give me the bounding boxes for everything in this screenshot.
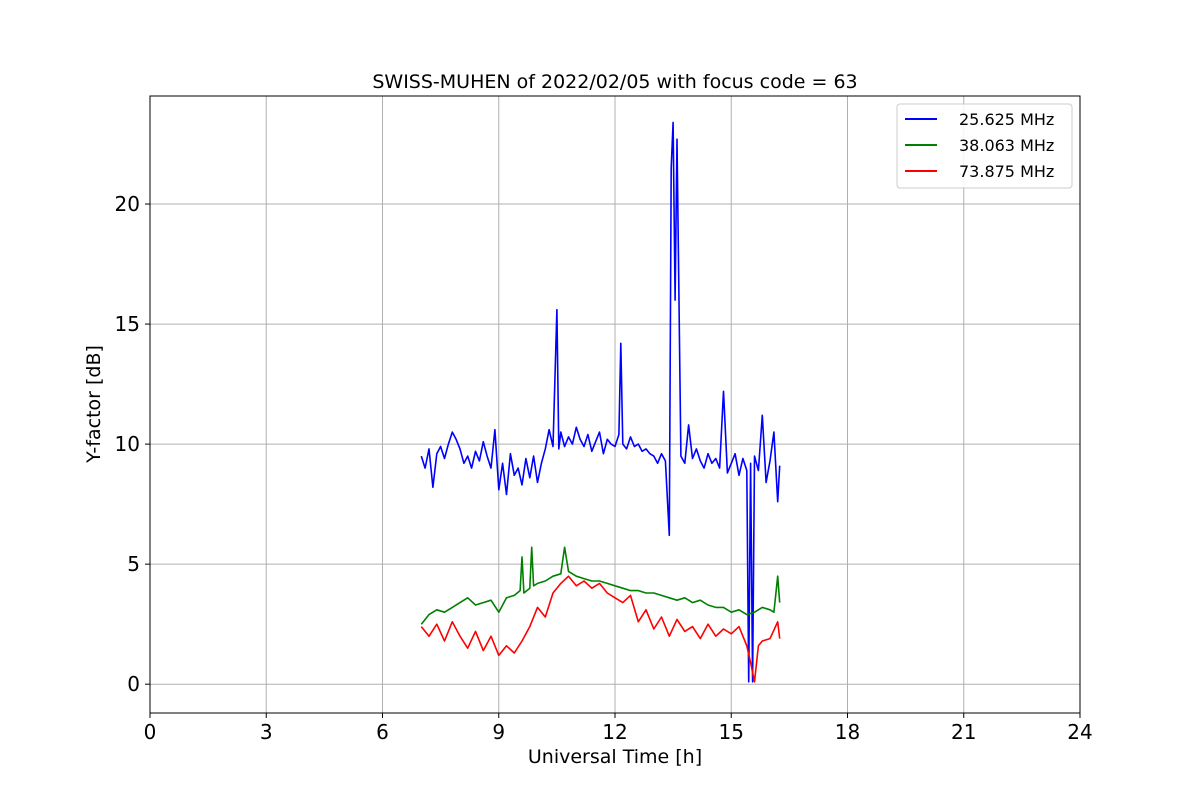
chart-title: SWISS-MUHEN of 2022/02/05 with focus cod… <box>372 71 857 93</box>
y-axis: 0 5 10 15 20 <box>115 192 150 696</box>
x-tick-label: 6 <box>376 720 389 744</box>
y-tick-label: 5 <box>127 552 140 576</box>
plot-series <box>420 121 781 683</box>
series-line-3 <box>420 575 781 683</box>
series-line-2 <box>420 546 781 625</box>
legend-label: 38.063 MHz <box>959 136 1054 155</box>
x-tick-label: 15 <box>719 720 744 744</box>
y-tick-label: 20 <box>115 192 140 216</box>
x-tick-label: 12 <box>602 720 627 744</box>
series-line-1 <box>420 121 781 683</box>
x-tick-label: 18 <box>835 720 860 744</box>
x-axis-label: Universal Time [h] <box>528 746 702 768</box>
y-axis-label: Y-factor [dB] <box>83 345 105 464</box>
x-tick-label: 3 <box>260 720 273 744</box>
x-tick-label: 24 <box>1067 720 1092 744</box>
legend-box <box>896 103 1073 189</box>
x-tick-label: 0 <box>144 720 157 744</box>
x-axis: 0 3 6 9 12 15 18 21 24 <box>144 713 1093 744</box>
x-tick-label: 21 <box>951 720 976 744</box>
y-tick-label: 10 <box>115 432 140 456</box>
legend-label: 73.875 MHz <box>959 162 1054 181</box>
legend: 25.625 MHz 38.063 MHz 73.875 MHz <box>896 103 1073 189</box>
y-tick-label: 0 <box>127 672 140 696</box>
y-tick-label: 15 <box>115 312 140 336</box>
x-tick-label: 9 <box>492 720 505 744</box>
legend-label: 25.625 MHz <box>959 110 1054 129</box>
